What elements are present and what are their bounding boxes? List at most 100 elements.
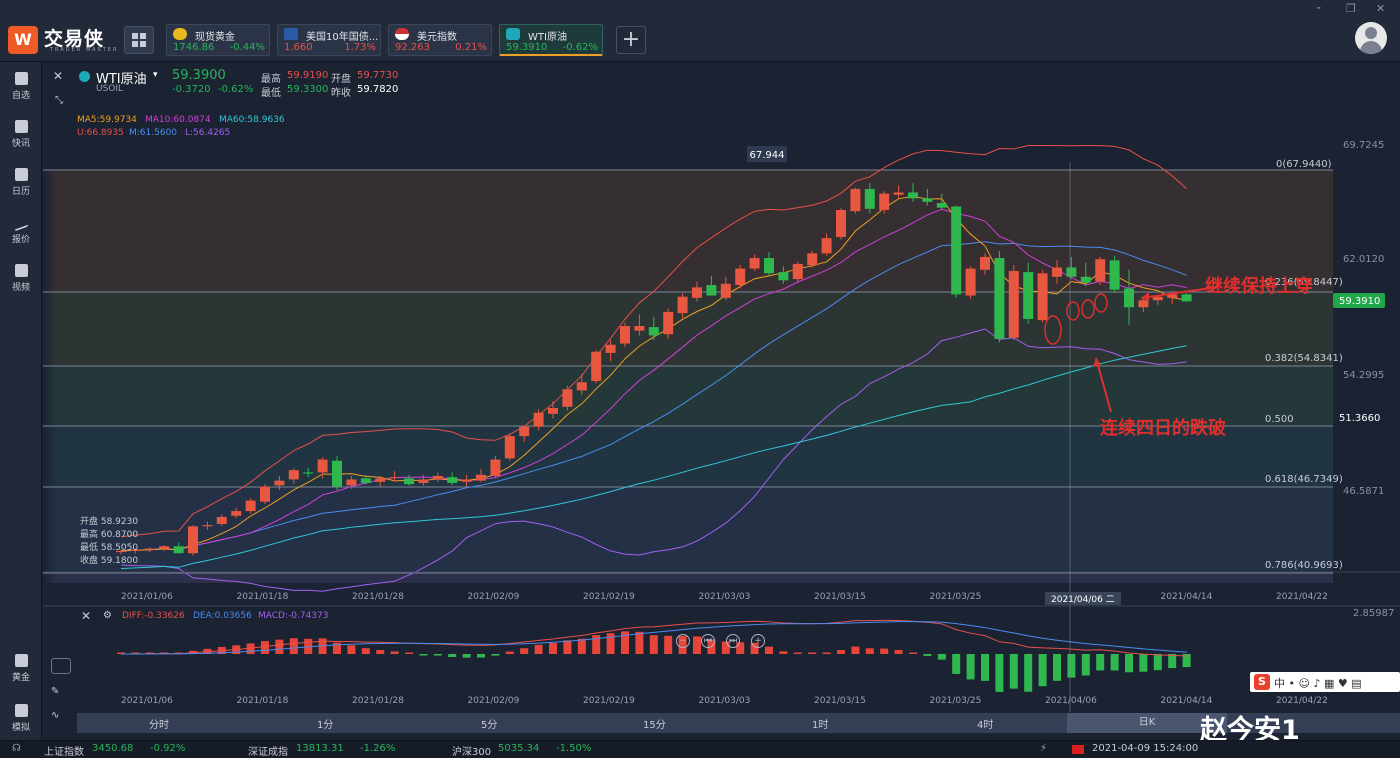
sidebar-item-quotes[interactable]: 报价 [0,213,42,245]
tab-price: 92.263 [395,42,430,53]
candle [677,296,688,314]
annotation-circle [1044,315,1062,345]
boll-lower-line [120,328,1187,592]
macd-bar [880,648,889,654]
candle [418,479,429,483]
high-value: 59.9190 [287,70,329,81]
timeframe-1m[interactable]: 1分 [317,720,334,731]
chart-area[interactable]: 67.944 59.3910 51.3660 ✕ ⤡ WTI原油 ▾ USOIL… [43,62,1400,740]
chart-icon [284,28,298,40]
candlestick-chart[interactable]: 67.944 59.3910 51.3660 [43,62,1400,740]
candle [144,548,155,550]
tab-name: 美元指数 [417,32,457,43]
pin-icon[interactable]: ⁃ [1316,2,1322,15]
index-change: -0.92% [150,743,186,754]
draw-icon[interactable]: ✎ [51,686,60,697]
avatar[interactable] [1355,22,1387,54]
gold-bars-icon [14,654,28,667]
sidebar-item-watchlist[interactable]: 自选 [0,72,42,101]
date-axis-tick: 2021/04/06 二 [1045,592,1121,605]
candle [1124,288,1134,308]
timeframe-4h[interactable]: 4时 [977,720,994,731]
fib-band-5 [43,573,1333,583]
tab-price: 59.3910 [506,42,548,53]
tab-us10y[interactable]: 美国10年国债... 1.660 1.73% [277,24,381,56]
macd-bar [750,642,759,654]
expand-icon[interactable]: ⤡ [55,95,63,106]
date-axis-tick: 2021/01/18 [236,696,289,706]
macd-bar [549,642,557,654]
timeframe-tick[interactable]: 分时 [149,720,169,731]
symbol-name[interactable]: WTI原油 [96,72,147,87]
tab-name: WTI原油 [528,32,567,43]
candle [245,500,256,512]
symbol-change: -0.3720 [172,84,211,95]
signal-icon[interactable]: ⚡ [1040,743,1048,754]
add-tab-button[interactable]: + [616,26,646,54]
macd-bar [347,645,356,654]
sidebar-item-gold[interactable]: 黄金 [0,654,42,683]
macd-bar [577,638,586,654]
sidebar-item-calendar[interactable]: 日历 [0,168,42,197]
date-axis-tick: 2021/04/22 [1276,592,1328,602]
candle [807,253,818,266]
sidebar-item-demo[interactable]: 模拟 [0,704,42,733]
headset-icon[interactable]: ☊ [12,743,21,754]
ma10-label: MA10:60.0874 [145,115,211,125]
forward-button[interactable]: ⏭ [726,634,740,648]
tab-wti[interactable]: WTI原油 59.3910 -0.62% [499,24,603,56]
restore-icon[interactable]: ❐ [1346,2,1356,15]
macd-bar [693,636,701,654]
tab-dxy[interactable]: 美元指数 92.263 0.21% [388,24,492,56]
zoom-in-button[interactable]: + [751,634,765,648]
annotation-arrow [1095,357,1112,413]
ohlc-close: 收盘 59.1800 [80,556,139,566]
chevron-down-icon[interactable]: ▾ [153,70,158,80]
ohlc-low: 最低 58.5050 [80,543,139,553]
grid-layout-button[interactable] [124,26,154,54]
ohlc-high: 最高 60.8700 [80,530,139,540]
macd-bar [1038,654,1047,687]
macd-bar [1009,654,1018,689]
indicator-icon[interactable] [51,658,71,674]
candle [1066,267,1077,277]
date-axis-tick: 2021/03/15 [814,592,866,602]
candle [821,238,832,254]
annotation-arrowhead [1141,292,1149,301]
sidebar: 自选 快讯 日历 报价 视频 黄金 模拟 [0,62,42,740]
ma5-label: MA5:59.9734 [77,115,137,125]
date-axis-tick: 2021/03/03 [698,696,751,706]
zoom-out-button[interactable]: − [676,634,690,648]
index-name: 沪深300 [452,747,492,758]
timeframe-5m[interactable]: 5分 [481,720,498,731]
candle [778,272,789,281]
macd-diff-line [120,619,1187,657]
rewind-button[interactable]: ⏮ [701,634,715,648]
macd-bar [477,654,485,658]
date-axis-tick: 2021/02/19 [583,592,635,602]
timeframe-1h[interactable]: 1时 [812,720,829,731]
timeframe-15m[interactable]: 15分 [643,720,666,731]
close-icon[interactable]: ✕ [1376,2,1386,15]
candle [994,258,1005,339]
sidebar-item-news[interactable]: 快讯 [0,120,42,149]
fib-label: 0.618(46.7349) [1265,474,1343,485]
candle [1037,273,1048,321]
close-chart-icon[interactable]: ✕ [53,69,64,83]
candle [159,546,170,549]
quote-icon [14,213,28,232]
macd-bar [462,654,471,658]
tab-gold[interactable]: 现货黄金 1746.86 -0.44% [166,24,270,56]
macd-bar [865,648,874,654]
settings-icon[interactable]: ⚙ [103,610,112,621]
candle [432,475,443,480]
ime-toolbar[interactable]: S 中 • ☺ ♪ ▦ ♥ ▤ [1250,672,1400,692]
sidebar-item-label: 快讯 [11,139,30,149]
macd-bar [491,654,500,656]
timeframe-daily[interactable]: 日K [1067,713,1227,733]
sidebar-item-label: 模拟 [11,723,30,733]
sidebar-item-video[interactable]: 视频 [0,264,42,293]
close-macd-icon[interactable]: ✕ [81,609,92,623]
candle [360,478,371,483]
wave-icon[interactable]: ∿ [51,710,60,721]
